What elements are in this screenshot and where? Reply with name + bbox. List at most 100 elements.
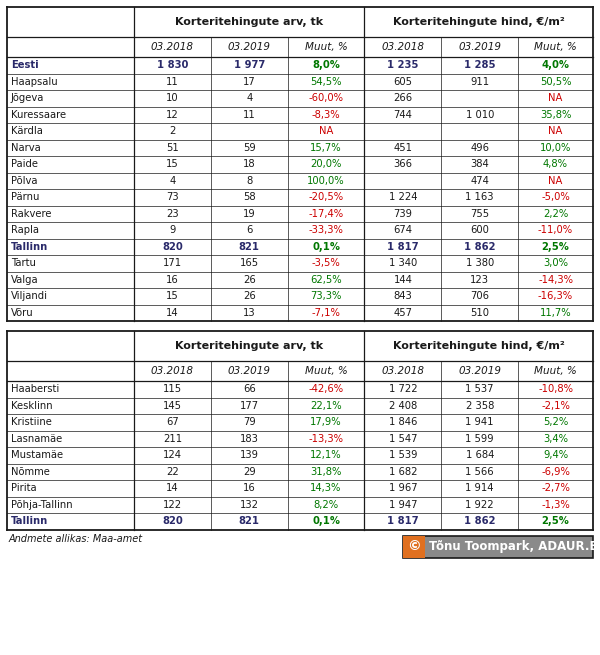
Text: 10,0%: 10,0%	[540, 143, 571, 153]
Text: 2,2%: 2,2%	[543, 209, 568, 219]
Text: 123: 123	[470, 274, 489, 285]
Text: Lasnamäe: Lasnamäe	[11, 434, 62, 443]
Text: 12,1%: 12,1%	[310, 450, 342, 460]
Text: 62,5%: 62,5%	[310, 274, 342, 285]
Text: 2,5%: 2,5%	[542, 516, 569, 526]
Text: Tõnu Toompark, ADAUR.EE: Tõnu Toompark, ADAUR.EE	[429, 540, 600, 553]
Text: 1 285: 1 285	[464, 60, 496, 70]
Text: Muut, %: Muut, %	[305, 366, 347, 376]
Text: -1,3%: -1,3%	[541, 500, 570, 510]
Text: 366: 366	[394, 159, 412, 169]
Text: 1 235: 1 235	[387, 60, 419, 70]
Text: Tartu: Tartu	[11, 258, 36, 269]
Text: 2 408: 2 408	[389, 401, 417, 411]
Text: 4,0%: 4,0%	[542, 60, 569, 70]
Text: 1 547: 1 547	[389, 434, 417, 443]
Text: Kesklinn: Kesklinn	[11, 401, 53, 411]
Text: 15: 15	[166, 291, 179, 301]
Text: 9: 9	[169, 225, 176, 235]
Text: NA: NA	[548, 126, 563, 136]
Text: 15: 15	[166, 159, 179, 169]
Text: 03.2018: 03.2018	[382, 42, 424, 52]
Text: 14: 14	[166, 308, 179, 318]
Text: Jõgeva: Jõgeva	[11, 93, 44, 103]
Text: 755: 755	[470, 209, 489, 219]
Text: 1 947: 1 947	[389, 500, 417, 510]
Text: 3,0%: 3,0%	[543, 258, 568, 269]
Text: -2,1%: -2,1%	[541, 401, 570, 411]
Text: -3,5%: -3,5%	[311, 258, 340, 269]
Text: 03.2019: 03.2019	[228, 366, 271, 376]
Text: 6: 6	[246, 225, 253, 235]
Text: 605: 605	[394, 77, 412, 86]
Text: 122: 122	[163, 500, 182, 510]
Text: 5,2%: 5,2%	[543, 417, 568, 427]
Text: 2 358: 2 358	[466, 401, 494, 411]
Text: 1 010: 1 010	[466, 110, 494, 120]
Text: 9,4%: 9,4%	[543, 450, 568, 460]
Text: -14,3%: -14,3%	[538, 274, 573, 285]
Text: Kristiine: Kristiine	[11, 417, 52, 427]
Text: Haabersti: Haabersti	[11, 384, 59, 394]
Text: Muut, %: Muut, %	[534, 42, 577, 52]
Text: 14,3%: 14,3%	[310, 483, 342, 493]
Text: 1 566: 1 566	[466, 467, 494, 477]
Text: 26: 26	[243, 291, 256, 301]
Text: 13: 13	[243, 308, 256, 318]
Text: 451: 451	[394, 143, 412, 153]
Text: -33,3%: -33,3%	[308, 225, 343, 235]
Text: Rapla: Rapla	[11, 225, 39, 235]
Text: 1 224: 1 224	[389, 193, 417, 202]
Text: Andmete allikas: Maa-amet: Andmete allikas: Maa-amet	[9, 534, 143, 544]
Text: -20,5%: -20,5%	[308, 193, 344, 202]
Text: 17,9%: 17,9%	[310, 417, 342, 427]
Text: 14: 14	[166, 483, 179, 493]
Text: 0,1%: 0,1%	[312, 242, 340, 252]
Text: 145: 145	[163, 401, 182, 411]
Text: Valga: Valga	[11, 274, 38, 285]
Text: 510: 510	[470, 308, 489, 318]
Text: 12: 12	[166, 110, 179, 120]
Text: 1 380: 1 380	[466, 258, 494, 269]
Text: 03.2019: 03.2019	[458, 366, 501, 376]
Text: Haapsalu: Haapsalu	[11, 77, 58, 86]
Text: Paide: Paide	[11, 159, 38, 169]
Text: Kuressaare: Kuressaare	[11, 110, 66, 120]
Text: NA: NA	[548, 176, 563, 186]
Text: Põlva: Põlva	[11, 176, 37, 186]
Text: Korteritehingute arv, tk: Korteritehingute arv, tk	[175, 341, 323, 351]
Text: -42,6%: -42,6%	[308, 384, 344, 394]
Text: 2: 2	[169, 126, 176, 136]
Text: Korteritehingute arv, tk: Korteritehingute arv, tk	[175, 17, 323, 27]
Text: Narva: Narva	[11, 143, 41, 153]
Text: 54,5%: 54,5%	[310, 77, 342, 86]
Text: 1 537: 1 537	[466, 384, 494, 394]
Text: Korteritehingute hind, €/m²: Korteritehingute hind, €/m²	[393, 341, 565, 351]
Text: 124: 124	[163, 450, 182, 460]
Text: 1 817: 1 817	[387, 516, 419, 526]
Text: 29: 29	[243, 467, 256, 477]
Text: 8,2%: 8,2%	[313, 500, 338, 510]
Text: -2,7%: -2,7%	[541, 483, 570, 493]
Text: 16: 16	[243, 483, 256, 493]
Text: ©: ©	[407, 540, 421, 553]
Text: 11,7%: 11,7%	[540, 308, 571, 318]
Text: 20,0%: 20,0%	[310, 159, 342, 169]
Text: 600: 600	[470, 225, 489, 235]
Text: Kärdla: Kärdla	[11, 126, 43, 136]
Bar	[7, 331, 593, 529]
Text: 10: 10	[166, 93, 179, 103]
Text: 1 817: 1 817	[387, 242, 419, 252]
Text: 8,0%: 8,0%	[312, 60, 340, 70]
Text: 821: 821	[239, 242, 260, 252]
Text: 1 846: 1 846	[389, 417, 417, 427]
Text: NA: NA	[319, 126, 333, 136]
Text: 4: 4	[246, 93, 253, 103]
Text: 35,8%: 35,8%	[540, 110, 571, 120]
Text: 821: 821	[239, 516, 260, 526]
Text: 457: 457	[394, 308, 412, 318]
Text: Rakvere: Rakvere	[11, 209, 52, 219]
Text: 73,3%: 73,3%	[310, 291, 342, 301]
Text: 0,1%: 0,1%	[312, 516, 340, 526]
Text: 496: 496	[470, 143, 489, 153]
